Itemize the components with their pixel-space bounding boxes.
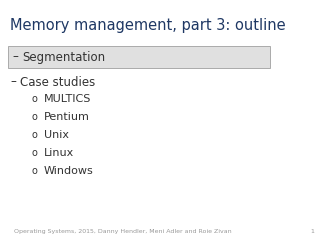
FancyBboxPatch shape: [8, 46, 270, 68]
Text: Pentium: Pentium: [44, 112, 90, 122]
Text: Linux: Linux: [44, 148, 74, 158]
Text: 1: 1: [310, 229, 314, 234]
Text: Windows: Windows: [44, 166, 94, 176]
Text: –: –: [12, 50, 18, 64]
Text: Case studies: Case studies: [20, 76, 95, 89]
Text: Unix: Unix: [44, 130, 69, 140]
Text: o: o: [32, 94, 38, 104]
Text: MULTICS: MULTICS: [44, 94, 92, 104]
Text: o: o: [32, 112, 38, 122]
Text: Segmentation: Segmentation: [22, 50, 105, 64]
Text: –: –: [10, 76, 16, 89]
Text: o: o: [32, 148, 38, 158]
Text: o: o: [32, 130, 38, 140]
Text: Memory management, part 3: outline: Memory management, part 3: outline: [10, 18, 286, 33]
Text: Operating Systems, 2015, Danny Hendler, Meni Adler and Roie Zivan: Operating Systems, 2015, Danny Hendler, …: [14, 229, 232, 234]
Text: o: o: [32, 166, 38, 176]
